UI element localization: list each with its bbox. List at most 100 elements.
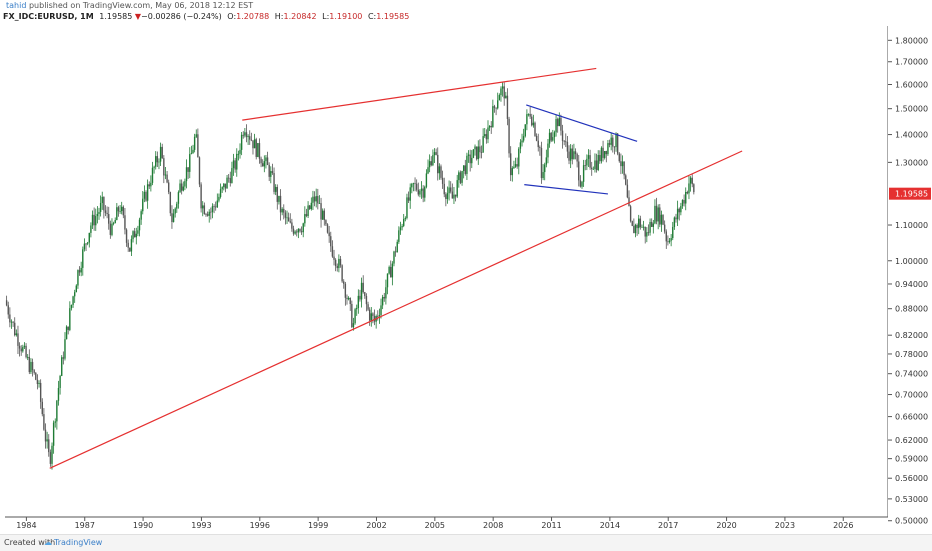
price-tick-label: 1.40000 — [895, 131, 928, 140]
candle-body — [636, 224, 638, 229]
candle-body — [401, 225, 403, 228]
candle-body — [378, 315, 381, 317]
candle-body — [655, 205, 658, 222]
candle-body — [48, 439, 50, 453]
candle-body — [535, 135, 538, 141]
candle-body — [542, 172, 544, 179]
candle-body — [508, 118, 510, 154]
candle-body — [514, 164, 517, 167]
candle-body — [148, 184, 150, 187]
candle-body — [30, 361, 32, 373]
candle-body — [223, 183, 225, 188]
candle-body — [368, 309, 371, 321]
symbol-name[interactable]: FX_IDC:EURUSD, 1M — [3, 12, 94, 21]
candle-body — [479, 146, 481, 153]
author-link[interactable]: tahid — [6, 1, 27, 10]
candle-body — [304, 214, 306, 224]
red-trend-line[interactable] — [242, 67, 597, 121]
candle-body — [560, 117, 562, 131]
candle-body — [529, 113, 531, 117]
cloud-icon: ☁ — [44, 538, 52, 547]
candle-body — [485, 134, 488, 140]
candle-body — [172, 213, 175, 223]
candle-body — [309, 205, 311, 209]
candle-body — [472, 149, 475, 158]
candle-body — [325, 220, 327, 225]
candle-body — [244, 132, 246, 136]
candle-body — [524, 124, 526, 137]
candle-body — [513, 166, 515, 169]
candle-body — [26, 356, 29, 358]
drawings-group[interactable] — [49, 67, 743, 469]
candle-body — [127, 242, 129, 248]
candle-body — [33, 370, 35, 373]
candle-body — [305, 214, 308, 217]
candle-body — [315, 196, 317, 202]
candle-body — [167, 182, 170, 193]
candle-body — [672, 226, 674, 239]
candle-body — [646, 232, 648, 237]
candle-body — [563, 140, 565, 142]
candle-body — [88, 232, 90, 243]
candle-body — [234, 160, 236, 170]
candle-body — [505, 95, 507, 99]
price-tick-label: 1.70000 — [895, 58, 928, 67]
candle-body — [85, 243, 87, 245]
triangle-trend-line[interactable] — [526, 104, 638, 142]
candle-body — [522, 136, 525, 141]
candle-body — [659, 207, 661, 225]
candle-body — [109, 223, 112, 235]
candle-body — [537, 140, 539, 148]
candle-body — [253, 139, 256, 149]
candle-body — [292, 228, 295, 234]
candle-body — [357, 295, 360, 309]
candle-body — [268, 164, 270, 177]
price-tick-label: 0.78000 — [895, 350, 928, 359]
candle-body — [231, 168, 233, 183]
candle-body — [330, 236, 332, 247]
price-chart[interactable]: 1.80000 1.70000 1.60000 1.50000 1.40000 1.300… — [0, 0, 932, 534]
candle-body — [320, 203, 322, 220]
candle-body — [372, 313, 374, 317]
candle-body — [351, 304, 353, 328]
plot-area[interactable] — [5, 26, 888, 516]
price-tick-label: 0.53000 — [895, 495, 928, 504]
candle-body — [283, 208, 285, 213]
candle-body — [556, 119, 559, 127]
candle-body — [587, 155, 590, 159]
candle-body — [73, 292, 76, 297]
candle-body — [331, 246, 334, 257]
candle-body — [271, 171, 274, 174]
candle-body — [547, 143, 549, 158]
candle-body — [391, 263, 394, 278]
candle-body — [245, 132, 248, 138]
candle-body — [647, 232, 650, 234]
candle-body — [9, 314, 11, 323]
candle-body — [203, 205, 206, 215]
candle-body — [573, 151, 575, 160]
candle-body — [534, 122, 536, 136]
candle-body — [641, 226, 643, 228]
candle-body — [80, 267, 82, 273]
candle-body — [668, 240, 671, 243]
red-trend-line[interactable] — [49, 150, 743, 469]
candle-body — [239, 149, 241, 154]
time-tick-label: 2014 — [600, 521, 620, 530]
candle-body — [450, 187, 452, 192]
price-axis[interactable] — [888, 26, 932, 517]
candle-body — [686, 192, 689, 194]
candle-body — [190, 153, 193, 155]
candle-body — [182, 186, 184, 191]
candle-body — [667, 241, 669, 243]
candle-body — [437, 154, 439, 174]
candle-body — [631, 221, 633, 226]
candle-body — [501, 86, 504, 89]
down-arrow-icon: ▼ — [134, 12, 142, 21]
triangle-trend-line[interactable] — [524, 184, 608, 195]
time-tick-label: 1984 — [16, 521, 36, 530]
candle-body — [626, 184, 629, 198]
candle-body — [111, 223, 113, 235]
candle-body — [226, 177, 228, 189]
tradingview-logo[interactable]: ☁ TradingView — [44, 538, 102, 547]
candle-body — [615, 133, 617, 148]
